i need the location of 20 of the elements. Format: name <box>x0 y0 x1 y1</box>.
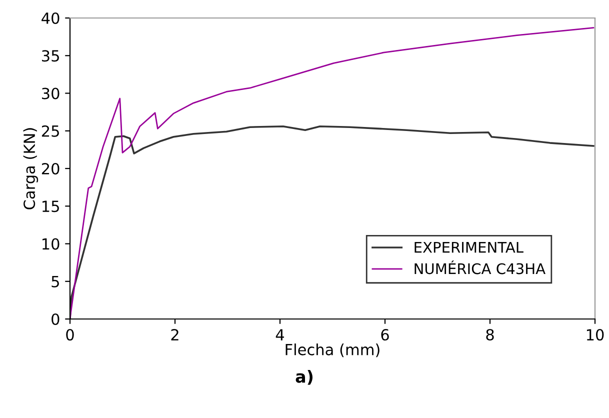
x-axis-title: Flecha (mm) <box>286 344 380 358</box>
y-tick-label: 15 <box>42 200 59 212</box>
y-tick-label: 0 <box>52 313 60 326</box>
y-axis-title: Carga (KN) <box>23 128 38 210</box>
y-tick-label: 30 <box>42 88 60 100</box>
y-tick-label: 5 <box>52 276 59 288</box>
y-tick-label: 25 <box>42 125 59 137</box>
legend-label: EXPERIMENTAL <box>414 242 524 253</box>
legend-label: NUMÉRICA C43HA <box>414 260 546 274</box>
text: a) <box>296 370 312 385</box>
x-tick-label: 10 <box>586 328 604 341</box>
y-tick-label: 35 <box>42 50 59 62</box>
x-tick-label: 2 <box>171 328 178 340</box>
y-tick-label: 40 <box>42 12 60 24</box>
y-tick-label: 10 <box>42 238 60 250</box>
x-tick-label: 4 <box>276 329 284 340</box>
x-tick-label: 8 <box>486 328 494 341</box>
y-tick-label: 20 <box>42 162 60 175</box>
x-tick-label: 0 <box>66 328 74 341</box>
x-tick-label: 6 <box>381 328 389 341</box>
